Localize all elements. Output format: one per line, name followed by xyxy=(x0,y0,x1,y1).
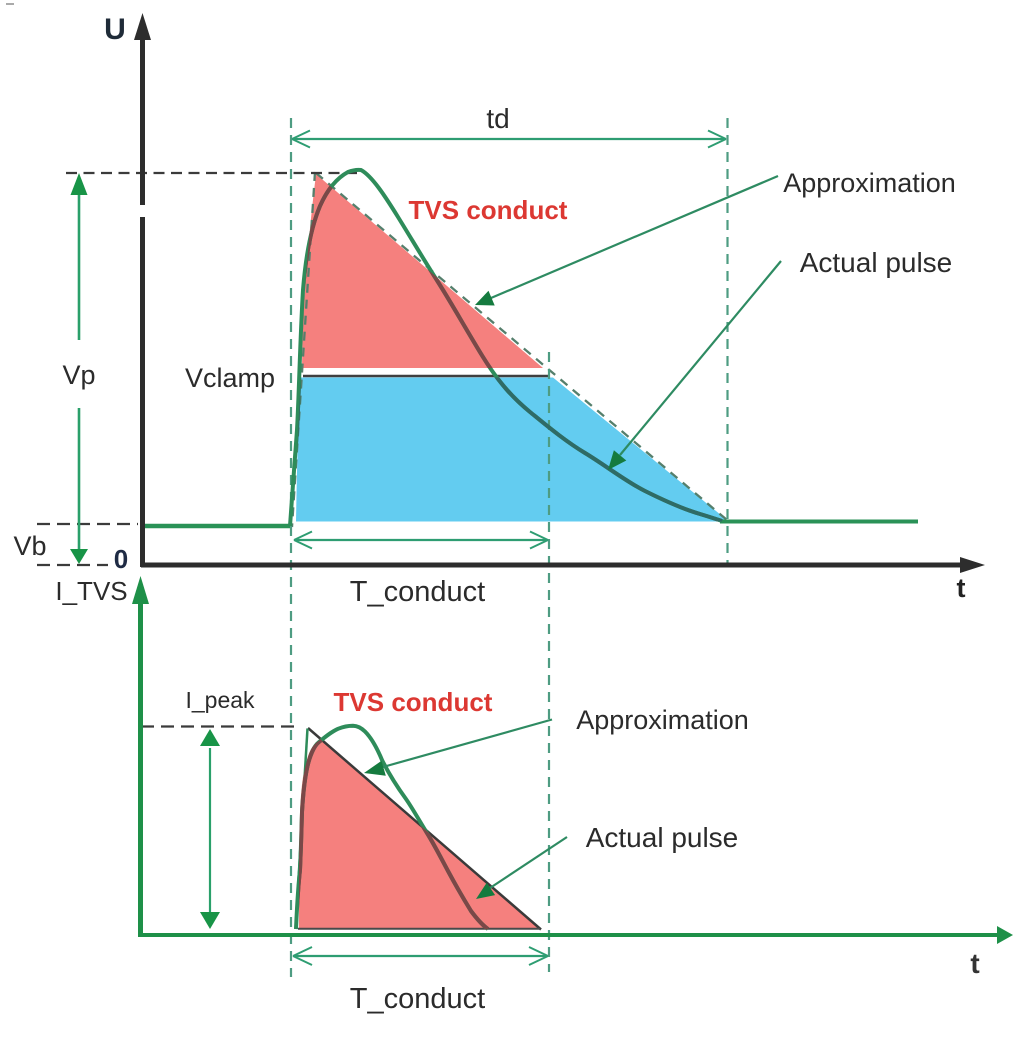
svg-text:T_conduct: T_conduct xyxy=(350,983,485,1015)
svg-text:Vb: Vb xyxy=(13,531,46,561)
svg-text:Actual pulse: Actual pulse xyxy=(586,822,739,853)
svg-text:Approximation: Approximation xyxy=(783,168,956,198)
svg-text:TVS conduct: TVS conduct xyxy=(334,687,493,717)
svg-text:Vclamp: Vclamp xyxy=(185,363,275,393)
svg-text:I_TVS: I_TVS xyxy=(55,576,127,606)
svg-text:Approximation: Approximation xyxy=(576,705,749,735)
svg-text:0: 0 xyxy=(114,544,128,574)
svg-text:Vp: Vp xyxy=(62,360,95,390)
svg-text:T_conduct: T_conduct xyxy=(350,576,485,608)
svg-text:U: U xyxy=(104,13,126,46)
svg-text:I_peak: I_peak xyxy=(185,687,255,713)
svg-text:t: t xyxy=(957,573,966,603)
svg-text:td: td xyxy=(486,103,509,134)
svg-text:Actual pulse: Actual pulse xyxy=(800,247,953,278)
svg-text:TVS conduct: TVS conduct xyxy=(409,195,568,225)
svg-text:t: t xyxy=(970,948,979,979)
